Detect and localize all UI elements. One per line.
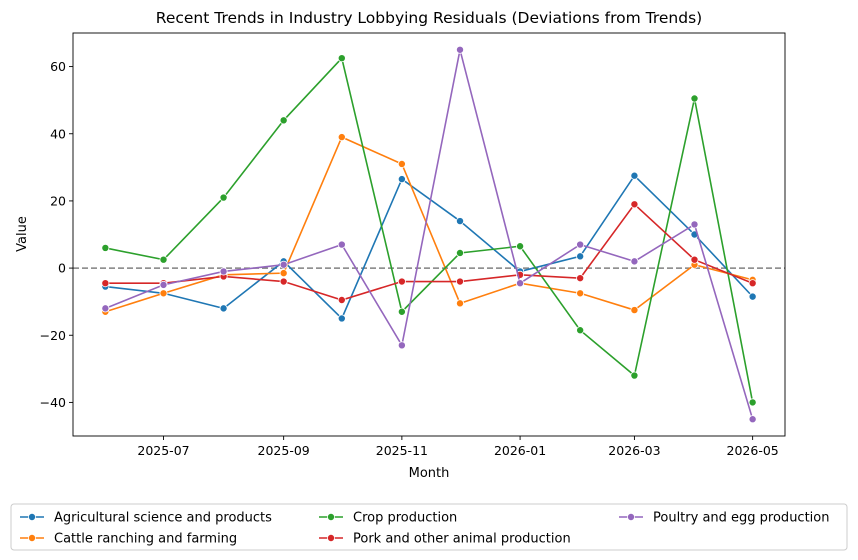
data-point	[159, 289, 168, 298]
data-point	[279, 269, 288, 278]
y-axis-label: Value	[15, 216, 30, 252]
data-point	[690, 220, 699, 229]
data-point	[630, 306, 639, 315]
x-tick-label: 2025-11	[376, 443, 428, 458]
data-point	[456, 277, 465, 286]
legend-marker	[27, 534, 36, 543]
y-tick-label: 60	[50, 59, 66, 74]
x-tick-label: 2026-01	[494, 443, 546, 458]
data-point	[101, 279, 110, 288]
data-point	[516, 242, 525, 251]
data-point	[576, 289, 585, 298]
data-point	[397, 341, 406, 350]
y-tick-label: 20	[50, 193, 66, 208]
series-line	[105, 174, 754, 320]
data-point	[219, 193, 228, 202]
legend: Agricultural science and products Cattle …	[10, 503, 848, 551]
data-point	[456, 299, 465, 308]
legend-entry: Agricultural science and products	[54, 511, 272, 526]
y-tick-label: −20	[40, 328, 66, 343]
series-line	[105, 49, 754, 420]
data-point	[690, 94, 699, 103]
legend-entry: Poultry and egg production	[653, 511, 829, 526]
plot-frame	[72, 32, 786, 437]
legend-box	[10, 503, 848, 551]
data-point	[576, 252, 585, 261]
y-tick-label: 0	[58, 261, 66, 276]
data-point	[748, 279, 757, 288]
series-line	[105, 203, 753, 301]
data-point	[101, 243, 110, 252]
data-point	[279, 116, 288, 125]
data-point	[690, 255, 699, 264]
plot-area	[73, 45, 785, 424]
data-point	[159, 255, 168, 264]
data-point	[630, 200, 639, 209]
legend-marker	[326, 513, 335, 522]
data-point	[159, 280, 168, 289]
x-axis-label: Month	[409, 466, 450, 481]
data-point	[337, 133, 346, 142]
data-point	[219, 267, 228, 276]
data-point	[279, 260, 288, 269]
data-point	[337, 240, 346, 249]
legend-entry: Pork and other animal production	[353, 532, 571, 547]
data-point	[337, 314, 346, 323]
data-point	[279, 277, 288, 286]
legend-marker	[627, 513, 636, 522]
legend-entry: Cattle ranching and farming	[54, 532, 237, 547]
data-point	[576, 326, 585, 335]
data-point	[456, 217, 465, 226]
data-point	[630, 257, 639, 266]
data-point	[101, 304, 110, 313]
data-point	[576, 274, 585, 283]
x-tick-label: 2025-09	[258, 443, 310, 458]
legend-entry: Crop production	[353, 511, 457, 526]
legend-marker	[326, 534, 335, 543]
data-point	[748, 292, 757, 301]
data-point	[748, 415, 757, 424]
data-point	[397, 175, 406, 184]
y-tick-label: −40	[40, 395, 66, 410]
data-point	[456, 248, 465, 257]
data-point	[397, 277, 406, 286]
y-tick-label: 40	[50, 126, 66, 141]
series-line	[105, 56, 754, 403]
axes: 2025-07 2025-09 2025-11 2026-01 2026-03 2026-…	[40, 32, 786, 458]
x-tick-label: 2026-03	[608, 443, 660, 458]
data-point	[337, 54, 346, 63]
data-point	[748, 398, 757, 407]
data-point	[219, 304, 228, 313]
x-tick-label: 2025-07	[137, 443, 189, 458]
data-point	[516, 279, 525, 288]
data-point	[630, 171, 639, 180]
data-point	[630, 371, 639, 380]
data-point	[397, 307, 406, 316]
x-tick-label: 2026-05	[727, 443, 779, 458]
data-point	[576, 240, 585, 249]
legend-marker	[27, 513, 36, 522]
chart-title: Recent Trends in Industry Lobbying Resid…	[156, 9, 702, 27]
data-point	[397, 159, 406, 168]
data-point	[337, 295, 346, 304]
data-point	[456, 45, 465, 54]
